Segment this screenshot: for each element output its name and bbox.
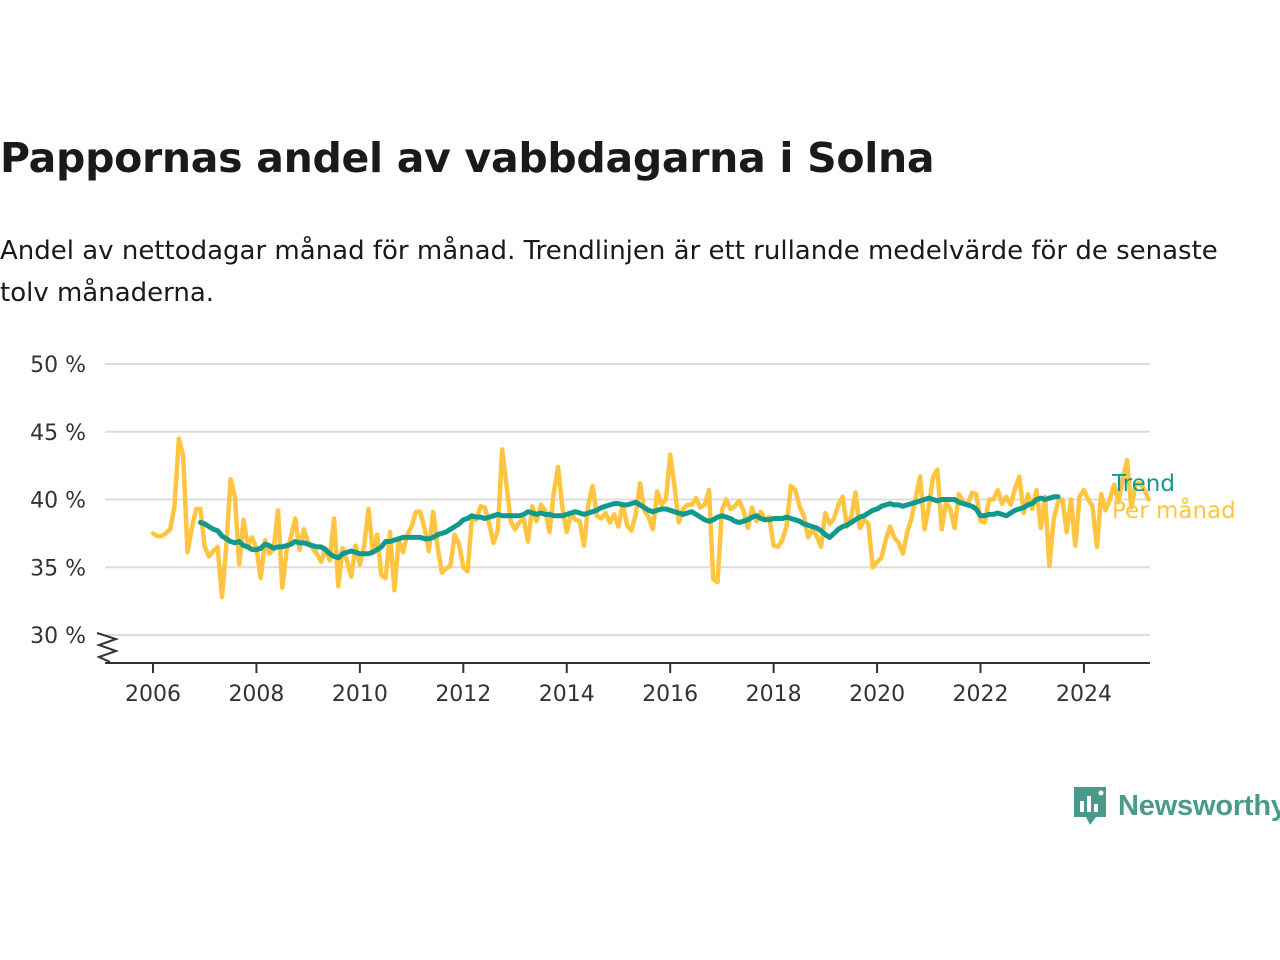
y-tick-label-50: 50 % xyxy=(30,353,86,378)
x-axis-ticks: 2006 2008 2010 2012 2014 2016 2018 2020 2022 2024 xyxy=(125,663,1112,707)
x-tick-label-2008: 2008 xyxy=(228,682,284,707)
newsworthy-logo: Newsworthy xyxy=(1072,785,1280,827)
x-tick-label-2018: 2018 xyxy=(746,682,802,707)
series-line-trend xyxy=(197,494,1061,561)
chart-subtitle: Andel av nettodagar månad för månad. Tre… xyxy=(0,236,1218,308)
y-tick-label-45: 45 % xyxy=(30,421,86,446)
chart-title: Pappornas andel av vabbdagarna i Solna xyxy=(0,134,935,182)
newsworthy-logo-icon xyxy=(1074,787,1106,825)
series-lines xyxy=(150,436,1151,600)
x-tick-label-2016: 2016 xyxy=(642,682,698,707)
x-tick-label-2012: 2012 xyxy=(435,682,491,707)
x-tick-label-2006: 2006 xyxy=(125,682,181,707)
x-tick-label-2022: 2022 xyxy=(953,682,1009,707)
y-tick-label-40: 40 % xyxy=(30,489,86,514)
series-line-per-manad xyxy=(150,436,1151,600)
axis-break-icon xyxy=(95,632,120,663)
x-axis xyxy=(95,632,1150,664)
legend-label-trend: Trend xyxy=(1111,471,1175,497)
newsworthy-logo-text: Newsworthy xyxy=(1118,789,1280,822)
legend-label-per-manad: Per månad xyxy=(1112,496,1236,524)
x-tick-label-2024: 2024 xyxy=(1056,682,1112,707)
y-tick-label-30: 30 % xyxy=(30,624,86,649)
y-tick-label-35: 35 % xyxy=(30,556,86,581)
x-tick-label-2010: 2010 xyxy=(332,682,388,707)
x-tick-label-2020: 2020 xyxy=(849,682,905,707)
y-axis-ticks: 30 % 35 % 40 % 45 % 50 % xyxy=(30,353,86,649)
x-tick-label-2014: 2014 xyxy=(539,682,595,707)
